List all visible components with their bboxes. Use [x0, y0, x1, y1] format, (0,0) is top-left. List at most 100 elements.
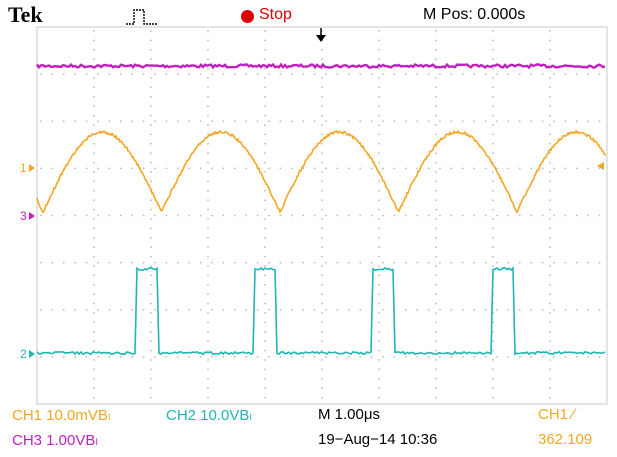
- graticule-dot: [131, 73, 134, 76]
- graticule-dot: [207, 377, 209, 380]
- graticule-dot: [598, 214, 601, 217]
- graticule-dot: [154, 73, 156, 76]
- graticule-dot: [108, 308, 111, 311]
- graticule-dot: [313, 355, 316, 358]
- graticule-dot: [207, 171, 209, 173]
- ch1-marker: 1: [20, 161, 35, 175]
- graticule-dot: [435, 208, 437, 211]
- graticule-dot: [416, 167, 419, 170]
- graticule-dot: [492, 48, 494, 51]
- graticule-dot: [264, 152, 266, 155]
- graticule-dot: [264, 387, 266, 390]
- graticule-dot: [370, 214, 373, 217]
- graticule-dot: [564, 355, 567, 358]
- graticule-dot: [93, 77, 95, 79]
- graticule-dot: [435, 302, 437, 305]
- graticule-dot: [484, 308, 487, 311]
- graticule-dot: [404, 261, 407, 264]
- graticule-dot: [347, 308, 350, 311]
- graticule-dot: [549, 265, 551, 267]
- graticule-dot: [325, 214, 327, 217]
- graticule-dot: [119, 308, 122, 311]
- graticule-dot: [150, 30, 152, 32]
- graticule-dot: [207, 152, 209, 155]
- graticule-dot: [416, 214, 419, 217]
- graticule-dot: [484, 214, 487, 217]
- graticule-dot: [435, 77, 437, 79]
- graticule-dot: [211, 167, 213, 170]
- graticule-dot: [256, 214, 259, 217]
- graticule-dot: [74, 355, 77, 358]
- graticule-dot: [85, 308, 88, 311]
- graticule-dot: [370, 120, 373, 123]
- graticule-dot: [439, 214, 441, 217]
- graticule-dot: [564, 73, 567, 76]
- graticule-dot: [549, 340, 551, 343]
- graticule-dot: [154, 308, 156, 311]
- graticule-dot: [450, 214, 453, 217]
- graticule-dot: [450, 167, 453, 170]
- graticule-dot: [492, 236, 494, 239]
- graticule-dot: [416, 261, 419, 264]
- graticule-dot: [264, 171, 266, 173]
- graticule-dot: [549, 321, 551, 324]
- graticule-dot: [575, 355, 578, 358]
- graticule-dot: [321, 161, 323, 164]
- graticule-dot: [313, 308, 316, 311]
- graticule-dot: [496, 355, 498, 358]
- graticule-dot: [119, 261, 122, 264]
- graticule-dot: [199, 167, 202, 170]
- graticule-dot: [279, 261, 282, 264]
- graticule-dot: [549, 387, 551, 390]
- graticule-dot: [492, 58, 494, 61]
- graticule-dot: [370, 167, 373, 170]
- graticule-dot: [207, 180, 209, 183]
- graticule-dot: [264, 199, 266, 202]
- graticule-dot: [207, 283, 209, 286]
- graticule-dot: [264, 77, 266, 79]
- graticule-dot: [492, 396, 494, 399]
- graticule-dot: [530, 355, 533, 358]
- graticule-dot: [492, 124, 494, 126]
- graticule-dot: [435, 180, 437, 183]
- graticule-dot: [553, 73, 555, 76]
- graticule-dot: [256, 308, 259, 311]
- graticule-dot: [211, 261, 213, 264]
- graticule-dot: [435, 86, 437, 89]
- graticule-dot: [549, 30, 551, 32]
- graticule-dot: [492, 377, 494, 380]
- graticule-dot: [207, 58, 209, 61]
- graticule-dot: [74, 167, 77, 170]
- graticule-dot: [313, 120, 316, 123]
- graticule-dot: [382, 308, 384, 311]
- graticule-dot: [222, 261, 225, 264]
- graticule-dot: [40, 120, 42, 123]
- graticule-dot: [93, 161, 95, 164]
- svg-text:1: 1: [20, 161, 27, 175]
- ch3-marker: 3: [20, 209, 35, 223]
- graticule-dot: [97, 73, 99, 76]
- graticule-dot: [62, 120, 65, 123]
- graticule-dot: [484, 261, 487, 264]
- graticule-dot: [378, 330, 380, 333]
- graticule-dot: [199, 261, 202, 264]
- graticule-dot: [564, 261, 567, 264]
- graticule-dot: [321, 189, 323, 192]
- graticule-dot: [325, 308, 327, 311]
- graticule-dot: [404, 308, 407, 311]
- graticule-dot: [150, 161, 152, 164]
- graticule-dot: [74, 308, 77, 311]
- graticule-dot: [207, 246, 209, 249]
- graticule-dot: [93, 302, 95, 305]
- graticule-dot: [93, 236, 95, 239]
- graticule-dot: [461, 167, 464, 170]
- graticule-dot: [492, 133, 494, 136]
- graticule-dot: [564, 167, 567, 170]
- graticule-dot: [264, 302, 266, 305]
- graticule-dot: [222, 308, 225, 311]
- graticule-dot: [74, 73, 77, 76]
- graticule-dot: [302, 308, 305, 311]
- graticule-dot: [245, 308, 248, 311]
- graticule-dot: [93, 368, 95, 371]
- graticule-dot: [378, 255, 380, 258]
